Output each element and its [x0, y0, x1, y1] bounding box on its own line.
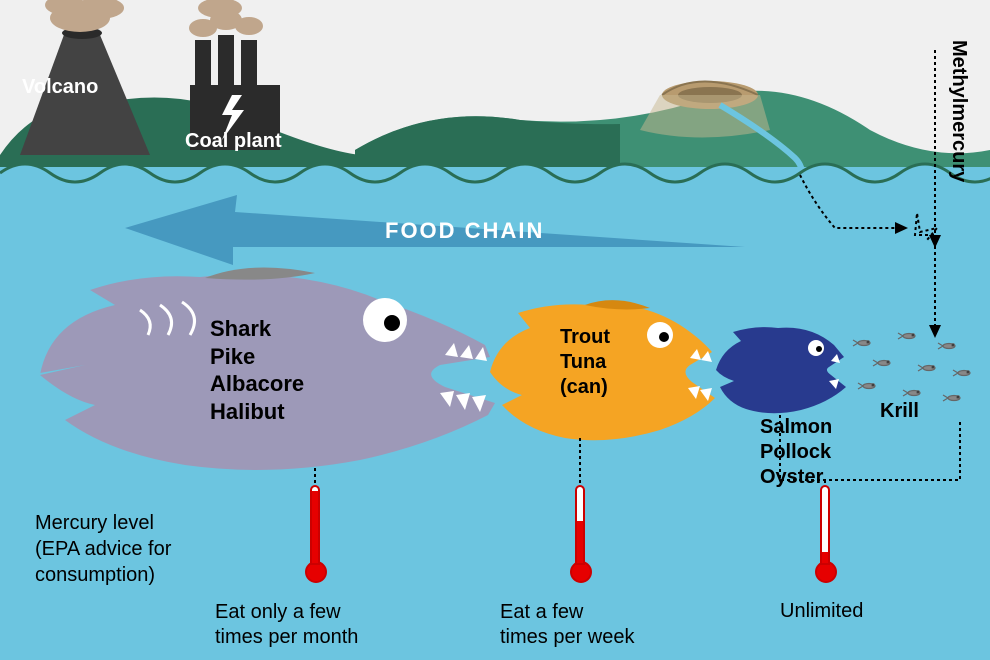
krill-label: Krill: [880, 400, 919, 423]
mercury-level-label: Mercury level (EPA advice for consumptio…: [35, 510, 171, 588]
volcano-label: Volcano: [22, 76, 98, 99]
mid-fish-label: Trout Tuna (can): [560, 325, 610, 400]
diagram-canvas: FOOD CHAIN: [0, 0, 990, 660]
thermometer-mid: [570, 485, 590, 583]
coal-plant-label: Coal plant: [185, 130, 282, 153]
advice-low-label: Unlimited: [780, 600, 863, 623]
advice-mid-label: Eat a few times per week: [500, 600, 635, 650]
big-fish-label: Shark Pike Albacore Halibut: [210, 315, 304, 425]
advice-high-label: Eat only a few times per month: [215, 600, 358, 650]
small-fish-label: Salmon Pollock Oyster: [760, 415, 832, 490]
thermometer-high: [305, 485, 325, 583]
methylmercury-label: Methylmercury: [947, 40, 970, 182]
thermometer-low: [815, 485, 835, 583]
